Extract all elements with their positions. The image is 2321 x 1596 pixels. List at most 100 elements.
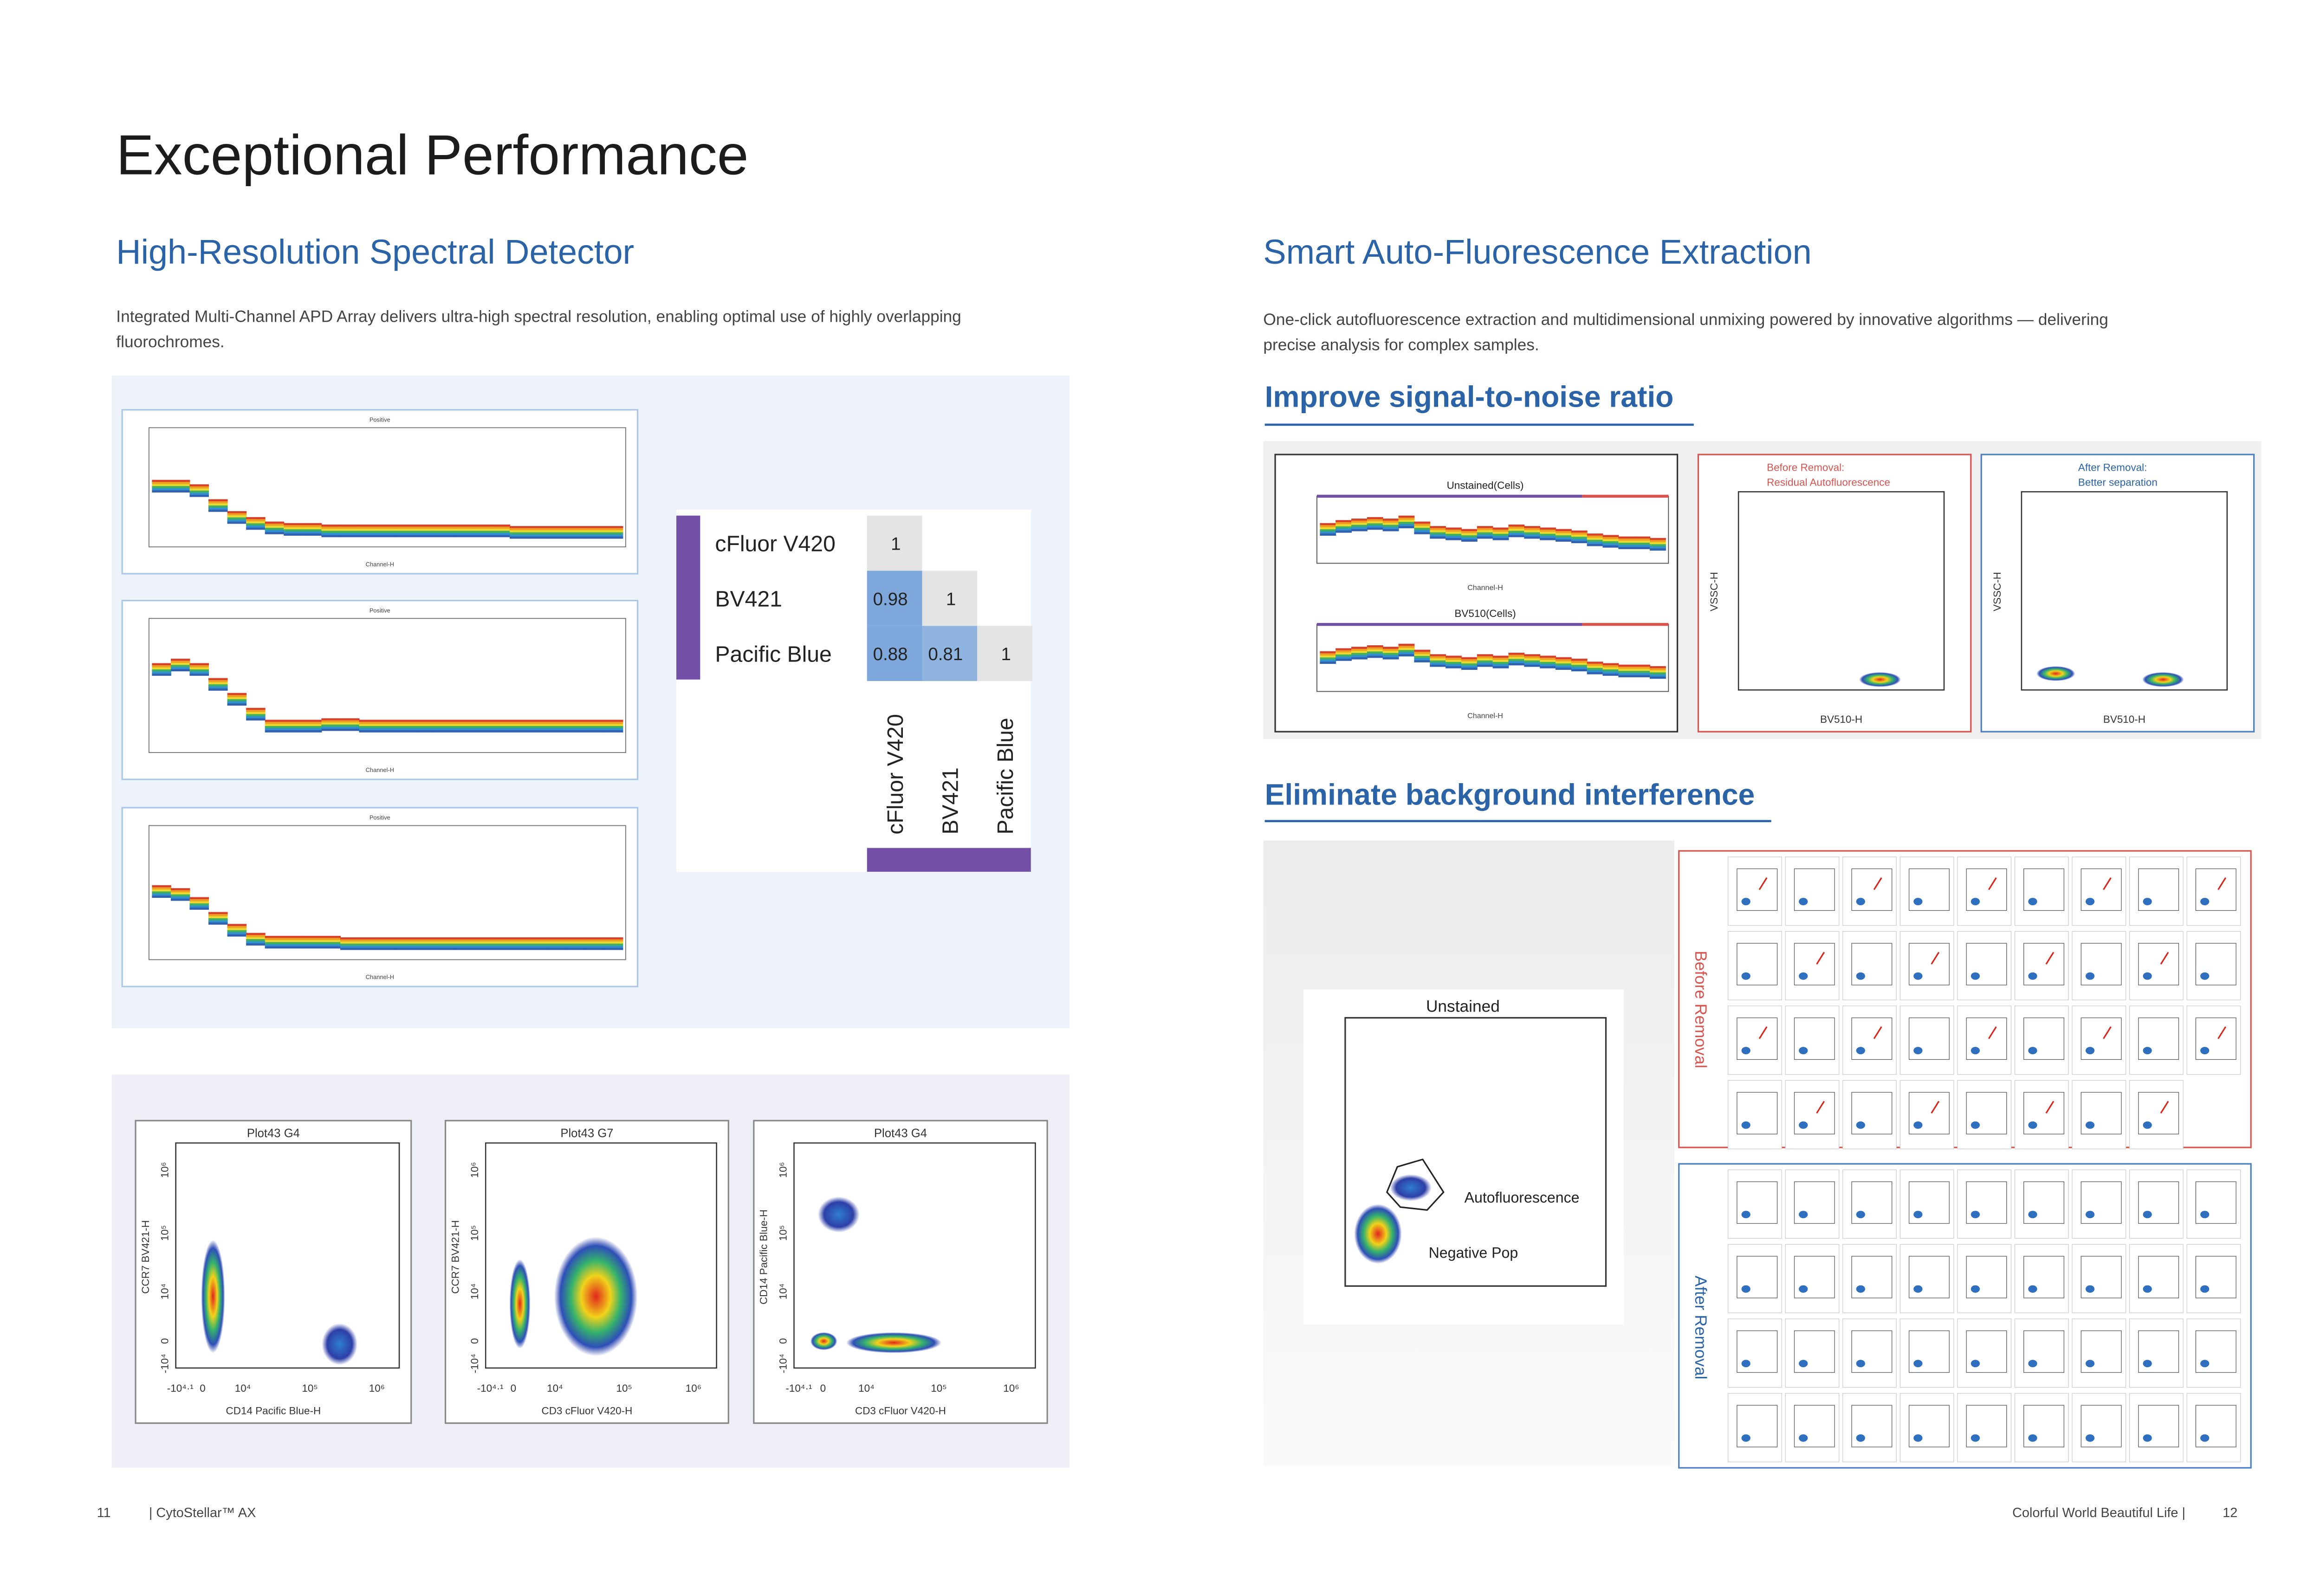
mini-plot bbox=[2186, 1169, 2241, 1239]
spectrum-band bbox=[302, 944, 322, 947]
spectrum-band bbox=[585, 939, 604, 942]
cluster bbox=[1390, 1174, 1432, 1201]
spectrum-band bbox=[415, 939, 435, 942]
mini-axes bbox=[1851, 1181, 1893, 1224]
arrow bbox=[2160, 1101, 2169, 1114]
mini-axes bbox=[1851, 1017, 1893, 1060]
spectrum-band bbox=[189, 667, 209, 670]
spectrum-band bbox=[189, 486, 209, 489]
spectrum-band bbox=[1571, 538, 1588, 541]
mini-plot bbox=[2014, 1393, 2069, 1462]
mini-plot bbox=[1785, 931, 1840, 1000]
spectrum-band bbox=[1446, 529, 1462, 532]
mini-axes bbox=[1851, 868, 1893, 911]
spectrum-band bbox=[321, 524, 341, 527]
spectrum-band bbox=[189, 897, 209, 900]
spectrum-band bbox=[434, 941, 454, 944]
mini-plot bbox=[1842, 931, 1897, 1000]
spectrum-band bbox=[585, 526, 604, 528]
cluster bbox=[322, 1323, 358, 1365]
x-tick-label: -10⁴·¹ bbox=[477, 1382, 504, 1394]
spectrum-band bbox=[284, 726, 303, 728]
x-tick-label: 10⁴ bbox=[235, 1382, 251, 1394]
spectrum-band bbox=[1524, 660, 1541, 663]
spectrum-band bbox=[208, 918, 228, 921]
spectrum-band bbox=[208, 680, 228, 682]
spectrum-band bbox=[340, 724, 360, 727]
spectrum-band bbox=[1477, 528, 1493, 531]
plot-title: Positive bbox=[370, 814, 390, 821]
spectrum-band bbox=[1571, 537, 1588, 539]
mini-cluster bbox=[1971, 1434, 1980, 1442]
spectrum-band bbox=[603, 946, 623, 948]
column-label: cFluor V420 bbox=[883, 714, 908, 835]
mini-plot bbox=[1957, 1169, 2012, 1239]
mini-axes bbox=[2023, 1256, 2064, 1298]
spectrum-band bbox=[1398, 646, 1415, 649]
spectrum-band bbox=[1398, 648, 1415, 650]
spectrum-band bbox=[1602, 543, 1619, 546]
spectrum-band bbox=[1508, 531, 1525, 533]
mini-cluster bbox=[1971, 1211, 1980, 1219]
spectrum-band bbox=[378, 939, 397, 942]
spectrum-band bbox=[378, 526, 397, 529]
spectrum-band bbox=[396, 941, 416, 944]
spectrum-band bbox=[1351, 525, 1368, 527]
spectrum-band bbox=[1320, 533, 1336, 536]
spectrum-band bbox=[208, 682, 228, 685]
spectrum-band bbox=[1320, 651, 1336, 654]
mini-cluster bbox=[1856, 1047, 1865, 1055]
spectrum-band bbox=[227, 695, 247, 697]
mini-plot bbox=[2129, 856, 2184, 926]
spectrum-band bbox=[585, 943, 604, 946]
spectrum-band bbox=[1398, 652, 1415, 655]
mini-plot bbox=[2072, 1006, 2127, 1075]
footer-text: Colorful World Beautiful Life | bbox=[2012, 1505, 2185, 1520]
spectrum-band bbox=[1398, 526, 1415, 528]
spectrum-band bbox=[321, 720, 341, 723]
spectrum-band bbox=[246, 941, 266, 944]
mini-plot bbox=[1957, 856, 2012, 926]
spectrum-band bbox=[547, 946, 567, 948]
spectrum-band bbox=[340, 528, 360, 531]
spectrum-band bbox=[1634, 540, 1650, 543]
axis-label: BV510-H bbox=[1820, 714, 1862, 725]
mini-axes bbox=[1794, 943, 1835, 986]
mini-axes bbox=[1966, 868, 2007, 911]
spectrum-band bbox=[1382, 529, 1399, 532]
spectrum-band bbox=[585, 730, 604, 733]
section-heading: Smart Auto-Fluorescence Extraction bbox=[1263, 233, 1811, 271]
spectrum-band bbox=[1414, 530, 1431, 532]
mini-axes bbox=[1966, 1256, 2007, 1298]
spectrum-band bbox=[1650, 668, 1666, 671]
spectrum-band bbox=[170, 894, 190, 897]
mini-cluster bbox=[1741, 972, 1750, 980]
spectrum-band bbox=[491, 524, 511, 527]
spectrum-band bbox=[1477, 660, 1493, 663]
spectrum-band bbox=[585, 720, 604, 722]
spectrum-band bbox=[1634, 547, 1650, 549]
spectrum-band bbox=[1492, 657, 1509, 660]
mini-plot bbox=[1900, 856, 1954, 926]
spectrum-band bbox=[340, 720, 360, 723]
mini-cluster bbox=[1913, 1211, 1923, 1219]
spectrum-band bbox=[1540, 532, 1556, 534]
cluster bbox=[509, 1259, 531, 1349]
spectrum-band bbox=[1492, 529, 1509, 532]
y-tick-label: 0 bbox=[469, 1338, 480, 1344]
body-text: precise analysis for complex samples. bbox=[1263, 336, 1539, 354]
spectrum-band bbox=[528, 530, 548, 532]
spectrum-band bbox=[434, 728, 454, 731]
spectrum-band bbox=[528, 528, 548, 531]
side-label: Before Removal bbox=[1692, 951, 1710, 1068]
spectrum-band bbox=[491, 532, 511, 535]
y-tick-label: 0 bbox=[777, 1338, 789, 1344]
mini-axes bbox=[1908, 1256, 1950, 1298]
spectrum-band bbox=[302, 942, 322, 945]
spectrum-band bbox=[227, 513, 247, 516]
spectrum-band bbox=[566, 946, 586, 948]
mini-cluster bbox=[2200, 1285, 2210, 1293]
spectrum-band bbox=[152, 480, 171, 482]
axis-label: CCR7 BV421-H bbox=[140, 1220, 151, 1294]
spectrum-band bbox=[1571, 534, 1588, 537]
